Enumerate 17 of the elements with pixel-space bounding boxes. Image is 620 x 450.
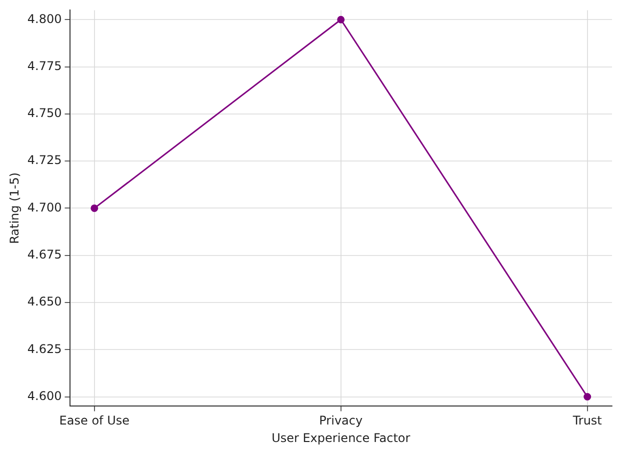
y-tick-label: 4.650 (27, 294, 62, 309)
x-tick-label: Ease of Use (59, 414, 130, 428)
y-tick-label: 4.750 (27, 106, 62, 120)
y-axis-title: Rating (1-5) (7, 172, 22, 244)
y-tick-label: 4.600 (27, 388, 62, 403)
y-tick-label: 4.725 (27, 153, 62, 168)
y-tick-label: 4.800 (27, 12, 62, 26)
y-tick-label: 4.700 (27, 200, 62, 214)
x-axis-title: User Experience Factor (272, 430, 410, 445)
y-tick-label: 4.675 (27, 247, 62, 262)
point (584, 393, 592, 401)
point (90, 204, 98, 212)
x-tick-label: Privacy (319, 414, 363, 428)
y-tick-label: 4.775 (27, 58, 62, 73)
point (337, 16, 345, 24)
x-tick-label: Trust (572, 414, 602, 428)
y-tick-label: 4.625 (27, 342, 62, 356)
